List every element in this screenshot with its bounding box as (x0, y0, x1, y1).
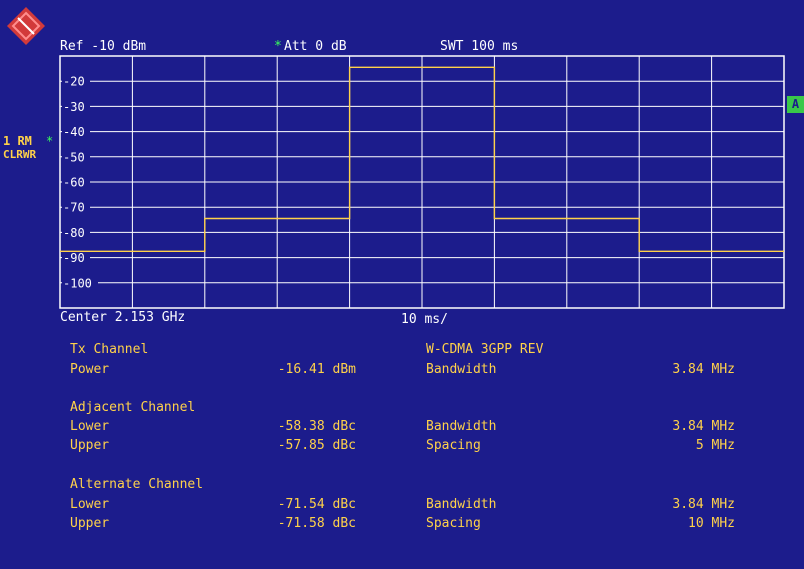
y-axis-tick-labels: -20 -30 -40 -50 -60 -70 -80 -90 -100 (62, 74, 98, 290)
ref-level-label: Ref -10 dBm (60, 39, 147, 54)
y-tick-label: -80 (63, 226, 85, 240)
alternate-spacing-label: Spacing (426, 516, 481, 531)
y-tick-label-background (62, 275, 98, 290)
y-tick-label: -40 (63, 125, 85, 139)
y-tick-label-background (62, 200, 90, 215)
y-tick-label-background (62, 74, 90, 89)
y-tick-label-background (62, 99, 90, 114)
y-tick-label: -60 (63, 176, 85, 190)
alternate-bandwidth-value: 3.84 MHz (672, 497, 735, 512)
adjacent-lower-value: -58.38 dBc (277, 419, 356, 434)
tx-power-label: Power (70, 362, 110, 377)
y-tick-label-background (62, 225, 90, 240)
tx-channel-heading: Tx Channel (70, 342, 149, 357)
alternate-lower-label: Lower (70, 497, 110, 512)
adjacent-upper-value: -57.85 dBc (277, 438, 356, 453)
plot-grid (59, 55, 785, 309)
trace-marker-icon: * (46, 134, 54, 148)
y-tick-label: -90 (63, 251, 85, 265)
screen-a-badge: A (787, 96, 804, 113)
y-tick-label: -70 (63, 201, 85, 215)
y-tick-label: -30 (63, 100, 85, 114)
y-tick-label: -50 (63, 150, 85, 164)
time-per-division-label: 10 ms/ (401, 312, 448, 327)
attenuation-label: Att 0 dB (284, 39, 347, 54)
y-tick-label-background (62, 124, 90, 139)
y-tick-label: -20 (63, 75, 85, 89)
att-coupled-marker-icon: * (274, 39, 282, 54)
trace-1 (60, 66, 784, 253)
alternate-bandwidth-label: Bandwidth (426, 497, 497, 512)
adjacent-bandwidth-value: 3.84 MHz (672, 419, 735, 434)
alternate-spacing-value: 10 MHz (688, 516, 735, 531)
adjacent-upper-label: Upper (70, 438, 110, 453)
tx-bandwidth-label: Bandwidth (426, 362, 497, 377)
sweep-time-label: SWT 100 ms (440, 39, 519, 54)
tx-bandwidth-value: 3.84 MHz (672, 362, 735, 377)
alternate-upper-label: Upper (70, 516, 110, 531)
tx-power-value: -16.41 dBm (277, 362, 356, 377)
trace-mode-label: 1 RM (3, 134, 32, 148)
adjacent-spacing-value: 5 MHz (695, 438, 735, 453)
alternate-lower-value: -71.54 dBc (277, 497, 356, 512)
adjacent-spacing-label: Spacing (426, 438, 481, 453)
standard-label: W-CDMA 3GPP REV (426, 342, 544, 357)
y-tick-label: -100 (63, 276, 92, 290)
alternate-upper-value: -71.58 dBc (277, 516, 356, 531)
adjacent-channel-heading: Adjacent Channel (70, 400, 196, 415)
trace-clrwr-label: CLRWR (3, 148, 37, 161)
center-frequency-label: Center 2.153 GHz (60, 310, 186, 325)
alternate-channel-heading: Alternate Channel (70, 477, 204, 492)
y-tick-label-background (62, 149, 90, 164)
adjacent-lower-label: Lower (70, 419, 110, 434)
y-tick-label-background (62, 250, 90, 265)
y-tick-label-background (62, 175, 90, 189)
rohde-schwarz-logo-icon (7, 7, 45, 45)
adjacent-bandwidth-label: Bandwidth (426, 419, 497, 434)
